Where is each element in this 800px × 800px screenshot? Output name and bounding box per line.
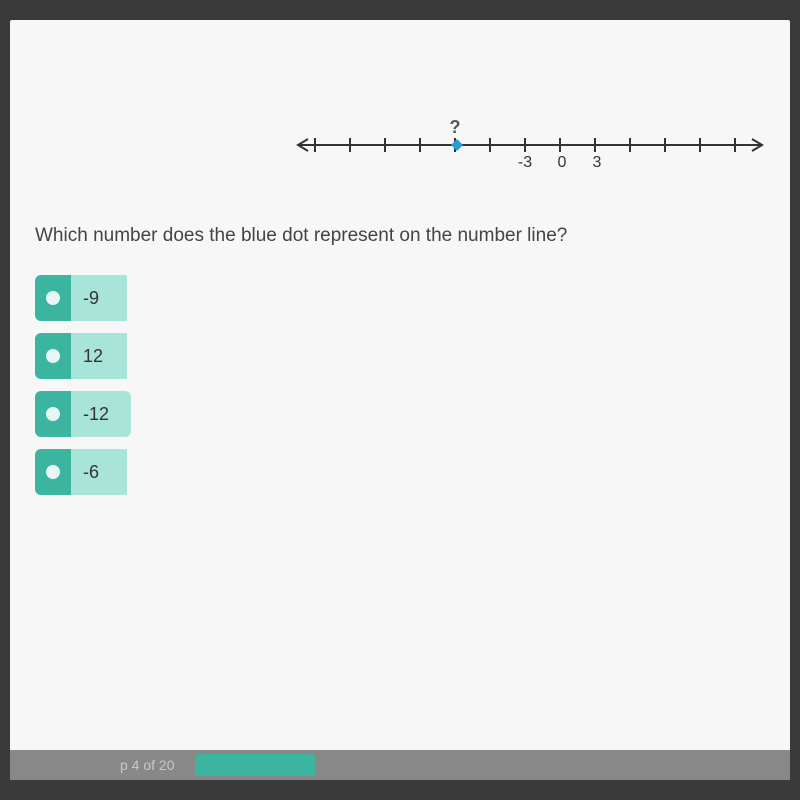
answer-option[interactable]: -9 (35, 275, 131, 321)
radio-side (35, 449, 71, 495)
answer-label: -6 (71, 449, 127, 495)
footer-bar: p 4 of 20 (10, 750, 790, 780)
radio-side (35, 275, 71, 321)
svg-text:?: ? (450, 117, 461, 137)
footer-button[interactable] (195, 754, 315, 776)
answer-option[interactable]: -6 (35, 449, 131, 495)
radio-dot-icon (46, 465, 60, 479)
radio-dot-icon (46, 291, 60, 305)
radio-dot-icon (46, 349, 60, 363)
svg-text:3: 3 (593, 154, 602, 171)
radio-side (35, 333, 71, 379)
question-text: Which number does the blue dot represent… (35, 225, 567, 247)
quiz-screen: -3 0 3? Which number does the blue dot rep… (10, 20, 790, 780)
progress-text: p 4 of 20 (120, 757, 175, 773)
svg-text:-3: -3 (518, 154, 532, 171)
answer-option[interactable]: 12 (35, 333, 131, 379)
answer-option[interactable]: -12 (35, 391, 131, 437)
answer-list: -9 12 -12 -6 (35, 275, 131, 495)
radio-dot-icon (46, 407, 60, 421)
radio-side (35, 391, 71, 437)
answer-label: 12 (71, 333, 127, 379)
svg-text:0: 0 (558, 154, 567, 171)
number-line: -3 0 3? (290, 110, 770, 180)
answer-label: -12 (71, 391, 131, 437)
answer-label: -9 (71, 275, 127, 321)
